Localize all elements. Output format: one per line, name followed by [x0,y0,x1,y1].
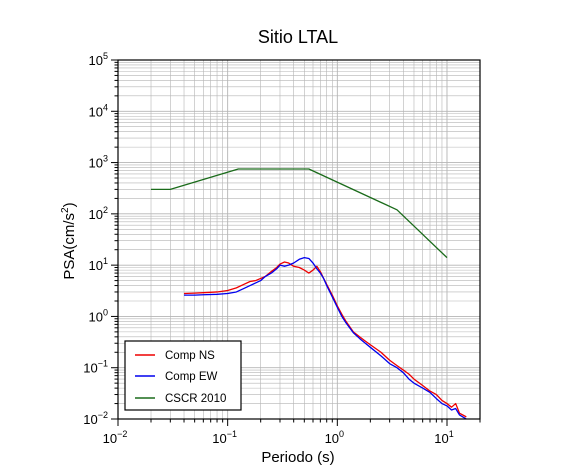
y-tick-label: 104 [89,102,108,119]
series-line-cscr-2010 [151,168,448,259]
axis-ticks: 10−2 10−1 100 101 10−2 10−1 100 101 102 103 104 105 [83,51,481,446]
y-axis-label: PSA(cm/s2) [60,202,78,279]
x-tick-label: 10−2 [103,429,128,446]
chart-title: Sitio LTAL [258,27,338,47]
y-tick-label: 102 [89,205,108,222]
series-line-comp-ew [184,256,467,419]
x-tick-label: 101 [434,429,453,446]
axes-frame [117,59,481,420]
legend-label-cscr: CSCR 2010 [165,393,226,405]
y-axis-label-main: PSA(cm/s [61,213,78,280]
y-tick-label: 101 [89,256,108,273]
y-tick-label: 10−1 [83,359,108,376]
y-axis-label-sup: 2 [60,207,71,213]
x-tick-label: 10−1 [212,429,237,446]
plot-area [151,168,467,419]
y-tick-label: 100 [89,307,108,324]
y-tick-label: 105 [89,51,108,68]
legend: Comp NS Comp EW CSCR 2010 [124,340,242,411]
legend-label-ew: Comp EW [165,371,218,383]
y-tick-label: 103 [89,154,108,171]
legend-label-ns: Comp NS [165,350,215,362]
y-tick-label: 10−2 [83,410,108,427]
x-tick-label: 100 [325,429,344,446]
x-axis-label: Periodo (s) [261,449,334,466]
y-axis-label-tail: ) [61,202,78,207]
grid-lines [117,60,481,420]
